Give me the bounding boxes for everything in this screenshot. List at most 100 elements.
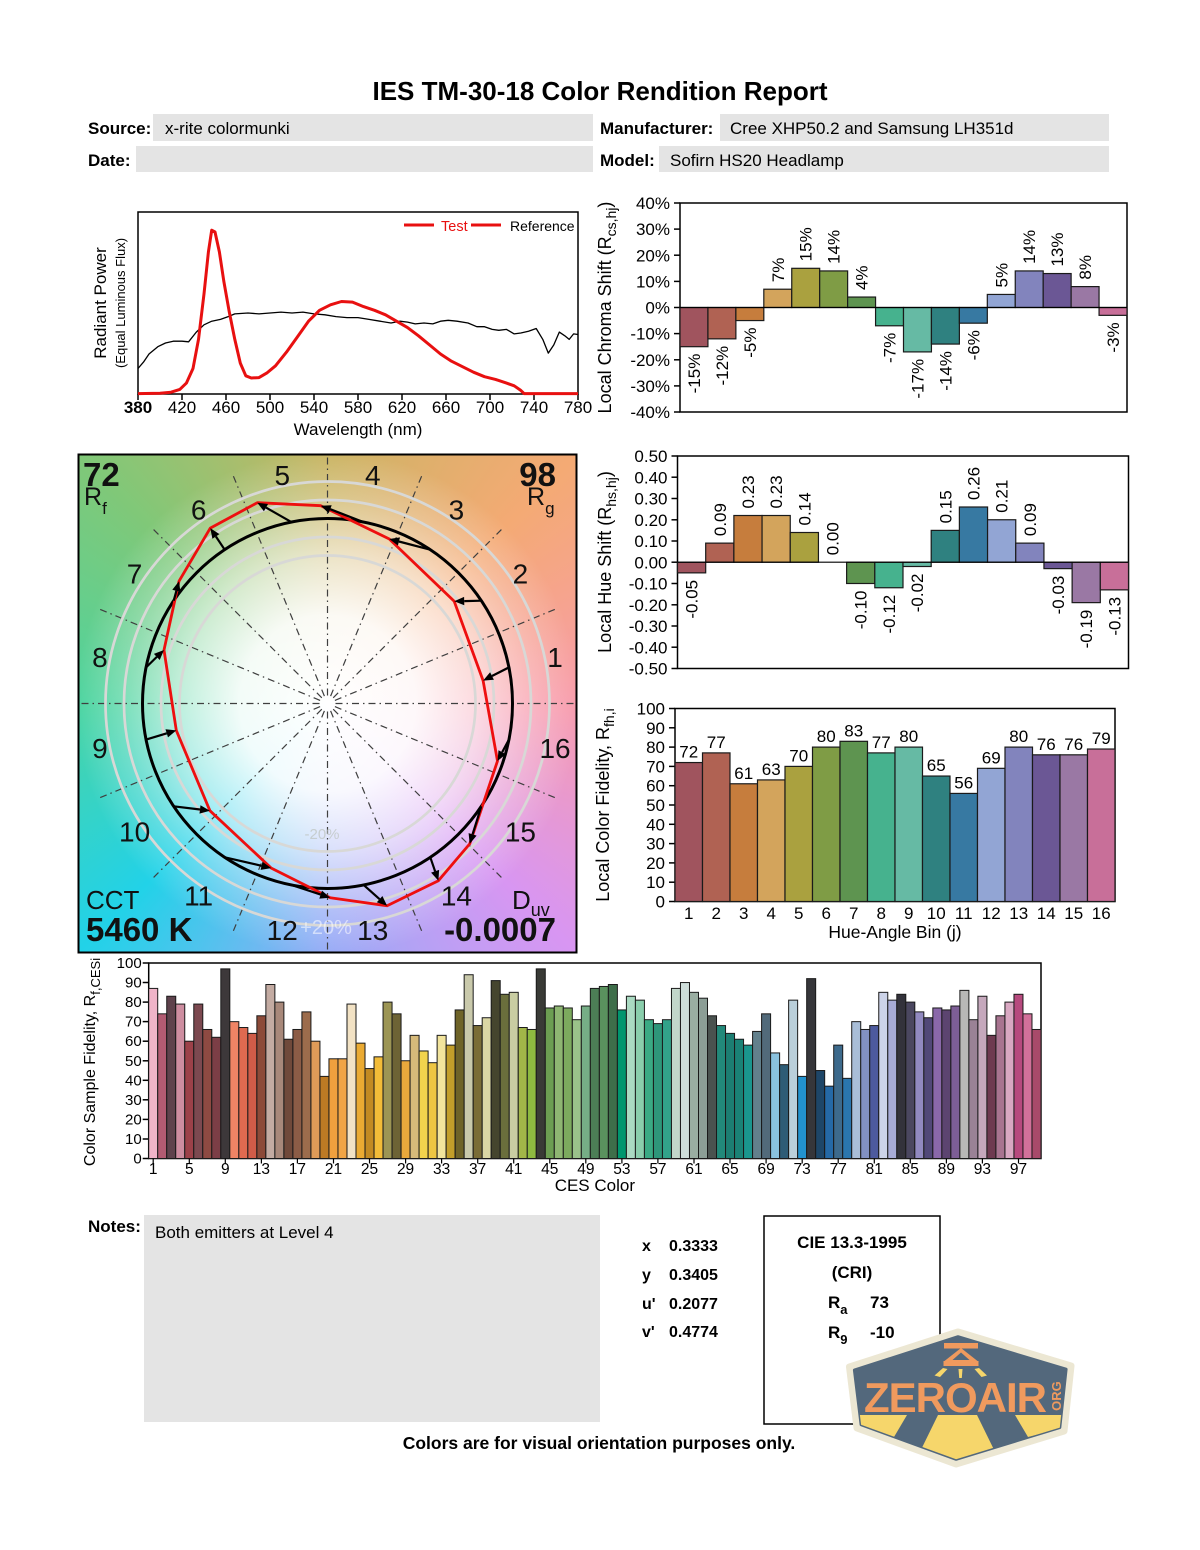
svg-text:CES Color: CES Color (555, 1176, 636, 1195)
svg-text:21: 21 (325, 1161, 342, 1178)
svg-text:5%: 5% (992, 263, 1011, 288)
svg-text:-15%: -15% (685, 354, 704, 394)
svg-text:Color Sample Fidelity, Rf,CESi: Color Sample Fidelity, Rf,CESi (82, 958, 103, 1166)
svg-text:50: 50 (125, 1053, 142, 1070)
svg-text:Date:: Date: (88, 151, 131, 170)
svg-text:Reference: Reference (510, 218, 575, 234)
svg-text:2: 2 (712, 904, 721, 923)
svg-text:17: 17 (289, 1161, 306, 1178)
svg-text:-20%: -20% (304, 826, 339, 843)
svg-text:10: 10 (646, 873, 665, 892)
svg-text:Radiant Power: Radiant Power (91, 247, 110, 359)
svg-text:37: 37 (469, 1161, 486, 1178)
svg-text:15%: 15% (797, 227, 816, 261)
svg-text:40%: 40% (636, 194, 670, 213)
svg-text:65: 65 (721, 1161, 738, 1178)
svg-text:89: 89 (938, 1161, 955, 1178)
svg-text:41: 41 (505, 1161, 522, 1178)
svg-text:0.50: 0.50 (634, 447, 667, 466)
svg-text:61: 61 (734, 764, 753, 783)
svg-text:-10%: -10% (630, 325, 670, 344)
svg-text:40: 40 (646, 815, 665, 834)
svg-text:-0.05: -0.05 (683, 580, 702, 619)
svg-text:0.00: 0.00 (634, 553, 667, 572)
svg-text:Test: Test (441, 219, 468, 235)
svg-text:8%: 8% (1076, 255, 1095, 280)
svg-text:-0.40: -0.40 (629, 638, 668, 657)
svg-text:-14%: -14% (936, 351, 955, 391)
svg-text:13: 13 (1009, 904, 1028, 923)
svg-text:620: 620 (388, 398, 416, 417)
svg-text:-7%: -7% (881, 333, 900, 363)
svg-text:0.3333: 0.3333 (669, 1238, 718, 1255)
svg-text:-0.20: -0.20 (629, 596, 668, 615)
svg-text:29: 29 (397, 1161, 414, 1178)
svg-text:Notes:: Notes: (88, 1217, 141, 1236)
svg-text:(CRI): (CRI) (832, 1263, 873, 1282)
svg-text:97: 97 (1010, 1161, 1027, 1178)
svg-text:90: 90 (646, 719, 665, 738)
svg-text:-6%: -6% (964, 330, 983, 360)
svg-text:8: 8 (92, 642, 108, 673)
svg-text:0.2077: 0.2077 (669, 1296, 718, 1313)
svg-text:13: 13 (253, 1161, 270, 1178)
svg-text:4: 4 (767, 904, 776, 923)
svg-text:0.09: 0.09 (1021, 503, 1040, 536)
svg-text:16: 16 (1092, 904, 1111, 923)
svg-text:70: 70 (125, 1014, 142, 1031)
svg-text:6: 6 (822, 904, 831, 923)
svg-text:-0.10: -0.10 (852, 591, 871, 630)
svg-text:740: 740 (520, 398, 548, 417)
svg-text:12: 12 (982, 904, 1001, 923)
svg-text:60: 60 (646, 777, 665, 796)
svg-text:1: 1 (547, 642, 563, 673)
svg-text:100: 100 (637, 700, 665, 719)
svg-text:8: 8 (877, 904, 886, 923)
svg-text:+20%: +20% (300, 917, 352, 939)
svg-text:Colors are for visual orientat: Colors are for visual orientation purpos… (403, 1433, 796, 1453)
svg-text:7: 7 (127, 559, 143, 590)
svg-text:(Equal Luminous Flux): (Equal Luminous Flux) (113, 238, 128, 368)
svg-text:-17%: -17% (908, 359, 927, 399)
svg-text:2: 2 (513, 559, 529, 590)
svg-text:0: 0 (656, 893, 665, 912)
svg-text:-0.02: -0.02 (908, 574, 927, 613)
svg-text:77: 77 (707, 733, 726, 752)
svg-text:76: 76 (1037, 735, 1056, 754)
svg-text:57: 57 (649, 1161, 666, 1178)
svg-text:Both emitters at Level 4: Both emitters at Level 4 (155, 1223, 334, 1242)
svg-text:x-rite colormunki: x-rite colormunki (165, 119, 290, 138)
svg-text:10: 10 (125, 1131, 142, 1148)
svg-text:0.23: 0.23 (767, 475, 786, 508)
svg-text:10: 10 (927, 904, 946, 923)
svg-text:14: 14 (1037, 904, 1056, 923)
svg-text:Source:: Source: (88, 119, 151, 138)
svg-text:53: 53 (613, 1161, 630, 1178)
svg-text:-12%: -12% (713, 346, 732, 386)
svg-text:5: 5 (185, 1161, 194, 1178)
svg-text:12: 12 (267, 915, 298, 946)
svg-text:77: 77 (872, 733, 891, 752)
svg-text:ORG: ORG (1049, 1381, 1064, 1411)
svg-text:Cree XHP50.2 and Samsung LH351: Cree XHP50.2 and Samsung LH351d (730, 119, 1014, 138)
svg-text:0: 0 (133, 1151, 141, 1168)
svg-text:7%: 7% (769, 258, 788, 283)
svg-text:0.14: 0.14 (795, 492, 814, 525)
svg-text:5460 K: 5460 K (86, 911, 193, 948)
svg-text:500: 500 (256, 398, 284, 417)
svg-text:61: 61 (685, 1161, 702, 1178)
svg-text:Manufacturer:: Manufacturer: (600, 119, 713, 138)
svg-text:56: 56 (954, 773, 973, 792)
svg-text:30: 30 (125, 1092, 142, 1109)
svg-text:0.09: 0.09 (711, 503, 730, 536)
svg-text:60: 60 (125, 1033, 142, 1050)
svg-text:11: 11 (955, 904, 973, 923)
svg-text:Sofirn HS20 Headlamp: Sofirn HS20 Headlamp (670, 151, 844, 170)
svg-text:98: 98 (519, 456, 556, 493)
svg-text:0.00: 0.00 (824, 522, 843, 555)
svg-text:73: 73 (794, 1161, 811, 1178)
svg-text:80: 80 (646, 738, 665, 757)
svg-text:81: 81 (866, 1161, 883, 1178)
svg-text:-5%: -5% (741, 328, 760, 358)
svg-text:45: 45 (541, 1161, 558, 1178)
